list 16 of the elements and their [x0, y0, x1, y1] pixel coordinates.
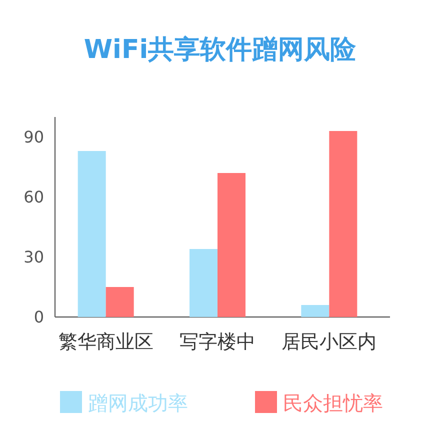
bar — [329, 131, 358, 317]
y-tick-label: 60 — [24, 188, 44, 206]
y-tick-label: 0 — [34, 308, 44, 326]
x-tick-label: 写字楼中 — [180, 331, 256, 353]
legend-label: 民众担忧率 — [283, 391, 383, 415]
legend-label: 蹭网成功率 — [88, 391, 188, 415]
y-tick-label: 30 — [24, 248, 44, 266]
x-tick-label: 繁华商业区 — [58, 331, 154, 353]
bar — [190, 249, 218, 317]
y-tick-label: 90 — [24, 128, 44, 146]
x-tick-label: 居民小区内 — [282, 331, 377, 353]
bar — [106, 287, 134, 317]
bar — [301, 305, 330, 317]
bar — [218, 173, 246, 317]
chart-title: WiFi共享软件蹭网风险 — [84, 35, 358, 65]
bar — [78, 151, 106, 317]
